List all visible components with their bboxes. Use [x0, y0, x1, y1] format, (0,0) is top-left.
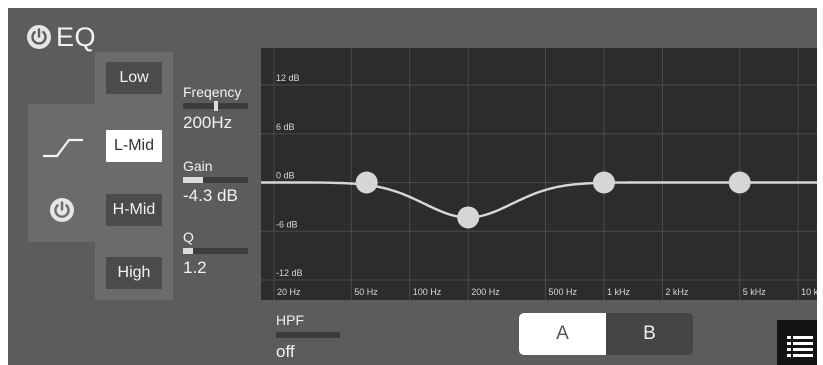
frequency-label: Freqency: [183, 84, 242, 100]
gain-value: -4.3 dB: [183, 186, 238, 205]
gain-slider[interactable]: [183, 177, 248, 183]
freq-label: 1 kHz: [607, 287, 631, 297]
eq-curve: [261, 181, 817, 219]
hpf-label: HPF: [276, 312, 304, 328]
q-value: 1.2: [183, 258, 207, 277]
filter-shape-icon[interactable]: [41, 136, 85, 160]
eq-panel: EQ Low L-Mid H-Mid High Freqency 200Hz G…: [8, 8, 817, 365]
freq-label: 200 Hz: [471, 287, 500, 297]
eq-header: EQ: [26, 20, 96, 54]
band-power-icon[interactable]: [48, 196, 76, 224]
eq-node-l-mid[interactable]: [457, 206, 480, 229]
frequency-slider-thumb[interactable]: [214, 101, 218, 111]
hpf-value: off: [276, 342, 295, 361]
band-button-l-mid[interactable]: L-Mid: [106, 130, 162, 162]
freq-label: 10 kHz: [801, 287, 817, 297]
freq-label: 5 kHz: [743, 287, 767, 297]
frequency-value: 200Hz: [183, 113, 233, 132]
eq-graph[interactable]: 12 dB 6 dB 0 dB -6 dB -12 dB 20 Hz 50 Hz 100 Hz…: [261, 48, 817, 300]
freq-label: 20 Hz: [277, 287, 301, 297]
list-menu-icon: [787, 336, 813, 357]
freq-label: 2 kHz: [665, 287, 689, 297]
frequency-slider[interactable]: [183, 101, 248, 111]
band-button-high[interactable]: High: [106, 257, 162, 289]
freq-label: 500 Hz: [549, 287, 578, 297]
freq-label: 100 Hz: [413, 287, 442, 297]
b-button[interactable]: B: [606, 313, 693, 355]
gain-slider-fill: [183, 177, 203, 183]
band-button-low[interactable]: Low: [106, 62, 162, 94]
db-label: 0 dB: [276, 171, 295, 181]
q-label: Q: [183, 229, 194, 245]
db-label: 12 dB: [276, 73, 300, 83]
gain-label: Gain: [183, 158, 213, 174]
ab-toggle: A B: [519, 313, 693, 355]
menu-button[interactable]: [777, 320, 817, 365]
a-button[interactable]: A: [519, 313, 606, 355]
power-icon[interactable]: [26, 24, 52, 50]
q-slider-fill: [183, 248, 193, 254]
band-button-h-mid[interactable]: H-Mid: [106, 194, 162, 226]
db-label: 6 dB: [276, 122, 295, 132]
eq-node-h-mid[interactable]: [592, 171, 615, 194]
db-label: -12 dB: [276, 268, 303, 278]
eq-graph-canvas[interactable]: 12 dB 6 dB 0 dB -6 dB -12 dB 20 Hz 50 Hz 100 Hz…: [261, 48, 817, 300]
freq-label: 50 Hz: [354, 287, 378, 297]
eq-node-high[interactable]: [728, 171, 751, 194]
eq-node-low[interactable]: [355, 171, 378, 194]
q-slider[interactable]: [183, 248, 248, 254]
page-title: EQ: [56, 21, 97, 52]
hpf-slider[interactable]: [276, 332, 340, 338]
db-label: -6 dB: [276, 219, 298, 229]
